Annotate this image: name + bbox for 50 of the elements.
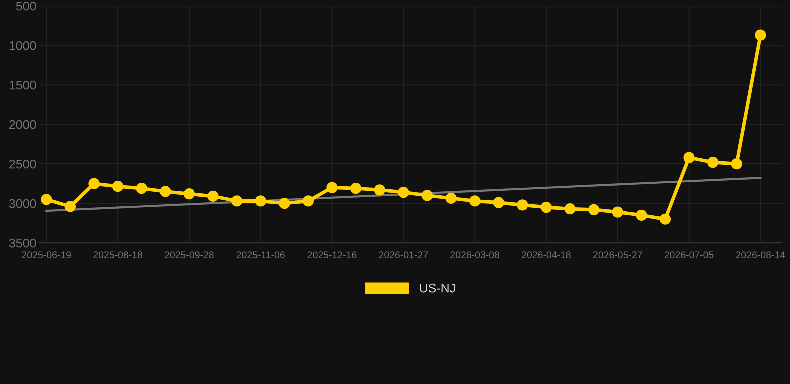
legend-label: US-NJ — [420, 284, 456, 293]
point — [446, 192, 457, 204]
point — [422, 190, 434, 202]
point — [660, 214, 672, 225]
point — [326, 182, 338, 194]
point — [302, 196, 314, 207]
y-tick-label: 3500 — [9, 238, 36, 248]
point — [350, 183, 362, 194]
point — [564, 204, 576, 215]
y-tick-label: 500 — [16, 2, 36, 11]
x-tick-label: 2026-01-27 — [379, 252, 428, 259]
point — [41, 194, 52, 206]
y-tick-label: 2000 — [10, 120, 36, 130]
point — [731, 158, 742, 170]
point — [208, 190, 219, 202]
x-tick-label: 2025-06-19 — [22, 252, 72, 259]
y-tick-label: 2500 — [10, 160, 36, 169]
point — [684, 152, 695, 164]
point — [517, 200, 528, 211]
point — [160, 186, 172, 198]
point — [398, 186, 410, 198]
y-tick-label: 1000 — [10, 41, 36, 50]
point — [279, 198, 290, 210]
x-tick-label: 2025-11-06 — [236, 252, 285, 259]
point — [540, 202, 552, 214]
x-tick-label: 2026-07-05 — [664, 252, 714, 259]
point — [708, 156, 719, 168]
x-tick-label: 2025-08-18 — [94, 252, 142, 259]
point — [374, 184, 386, 196]
y-tick-label: 1500 — [10, 80, 36, 90]
point — [493, 197, 504, 208]
point — [231, 196, 243, 207]
point — [136, 183, 148, 194]
point — [636, 210, 648, 221]
point — [184, 188, 196, 200]
x-tick-label: 2025-09-28 — [165, 252, 214, 259]
x-tick-label: 2026-05-27 — [593, 252, 642, 259]
point — [88, 178, 100, 190]
point — [112, 181, 124, 192]
point — [255, 196, 266, 207]
point — [588, 204, 600, 216]
x-tick-label: 2026-04-18 — [522, 252, 571, 259]
point — [755, 30, 766, 41]
y-tick-label: 3000 — [9, 199, 36, 208]
x-tick-label: 2026-03-08 — [450, 252, 500, 259]
point — [64, 201, 76, 212]
x-tick-label: 2025-12-16 — [308, 252, 357, 259]
x-tick-label: 2026-08-14 — [736, 252, 786, 259]
point — [470, 196, 481, 207]
point — [612, 206, 624, 218]
